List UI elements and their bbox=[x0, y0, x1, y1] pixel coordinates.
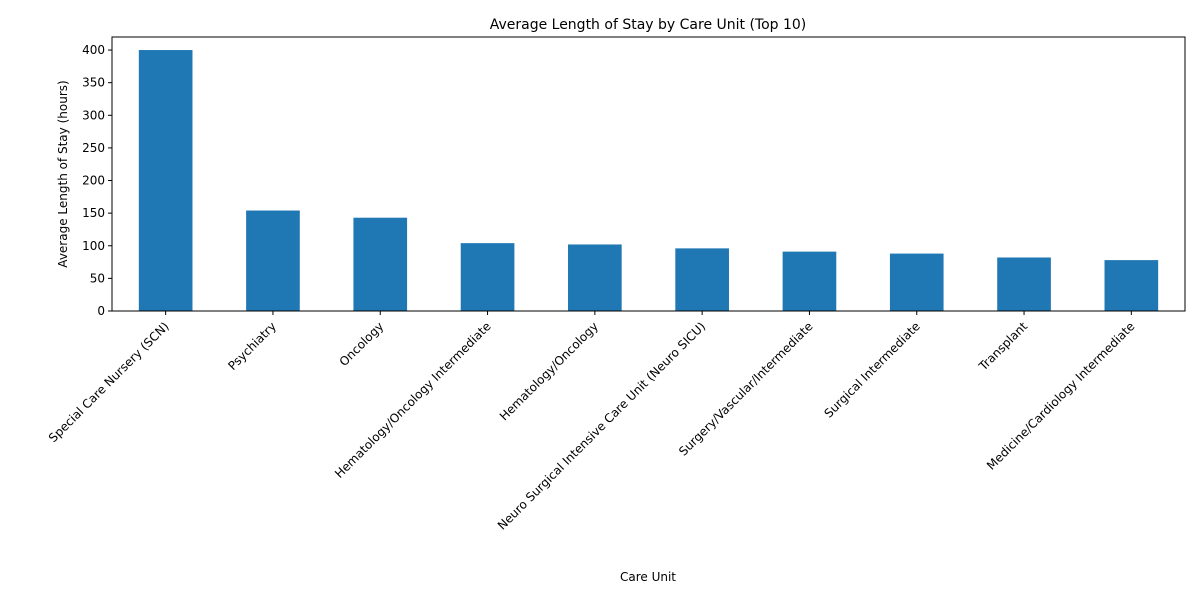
bar-3 bbox=[460, 243, 515, 311]
y-tick-label-4: 200 bbox=[82, 174, 105, 188]
x-tick-label-2: Oncology bbox=[337, 319, 387, 369]
y-axis: 0 50 100 150 200 250 300 350 400 bbox=[82, 43, 112, 318]
y-tick-label-1: 50 bbox=[90, 271, 105, 285]
x-axis: Special Care Nursery (SCN) Psychiatry Onco… bbox=[46, 311, 1137, 533]
bars-group bbox=[138, 50, 1159, 312]
bar-6 bbox=[782, 251, 837, 311]
y-tick-label-6: 300 bbox=[82, 108, 105, 122]
y-axis-label: Average Length of Stay (hours) bbox=[56, 80, 70, 267]
plot-frame bbox=[111, 36, 1186, 312]
bar-0 bbox=[138, 50, 193, 312]
x-tick-label-1: Psychiatry bbox=[225, 319, 279, 373]
y-tick-label-8: 400 bbox=[82, 43, 105, 57]
y-tick-label-5: 250 bbox=[82, 141, 105, 155]
bar-1 bbox=[246, 210, 300, 311]
bar-9 bbox=[1104, 260, 1159, 311]
x-tick-label-5: Neuro Surgical Intensive Care Unit (Neur… bbox=[495, 319, 708, 532]
x-tick-label-4: Hematology/Oncology bbox=[497, 319, 601, 423]
y-tick-label-7: 350 bbox=[82, 76, 105, 90]
bar-5 bbox=[675, 248, 729, 311]
x-axis-label: Care Unit bbox=[620, 570, 676, 584]
bar-8 bbox=[997, 257, 1051, 311]
y-tick-label-2: 100 bbox=[82, 239, 105, 253]
y-tick-label-3: 150 bbox=[82, 206, 105, 220]
x-tick-label-8: Transplant bbox=[975, 319, 1030, 374]
bar-7 bbox=[889, 253, 944, 311]
bar-2 bbox=[353, 217, 408, 311]
x-tick-label-0: Special Care Nursery (SCN) bbox=[46, 319, 172, 445]
chart-title: Average Length of Stay by Care Unit (Top… bbox=[490, 17, 807, 33]
bar-4 bbox=[568, 244, 622, 311]
x-tick-label-7: Surgical Intermediate bbox=[821, 319, 922, 420]
y-tick-label-0: 0 bbox=[97, 304, 105, 318]
